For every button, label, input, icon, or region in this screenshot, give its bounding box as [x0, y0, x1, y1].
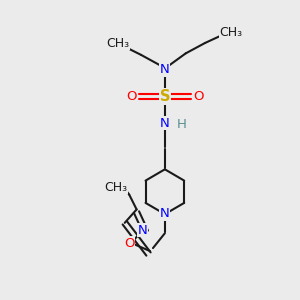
Text: O: O	[193, 90, 203, 103]
Text: CH₃: CH₃	[106, 37, 130, 50]
Text: N: N	[160, 207, 170, 220]
Text: S: S	[160, 89, 170, 104]
Text: O: O	[124, 237, 134, 250]
Text: N: N	[138, 224, 147, 237]
Text: N: N	[160, 63, 170, 76]
Text: CH₃: CH₃	[104, 181, 128, 194]
Text: H: H	[176, 118, 186, 131]
Text: N: N	[160, 117, 170, 130]
Text: O: O	[126, 90, 137, 103]
Text: CH₃: CH₃	[219, 26, 242, 39]
